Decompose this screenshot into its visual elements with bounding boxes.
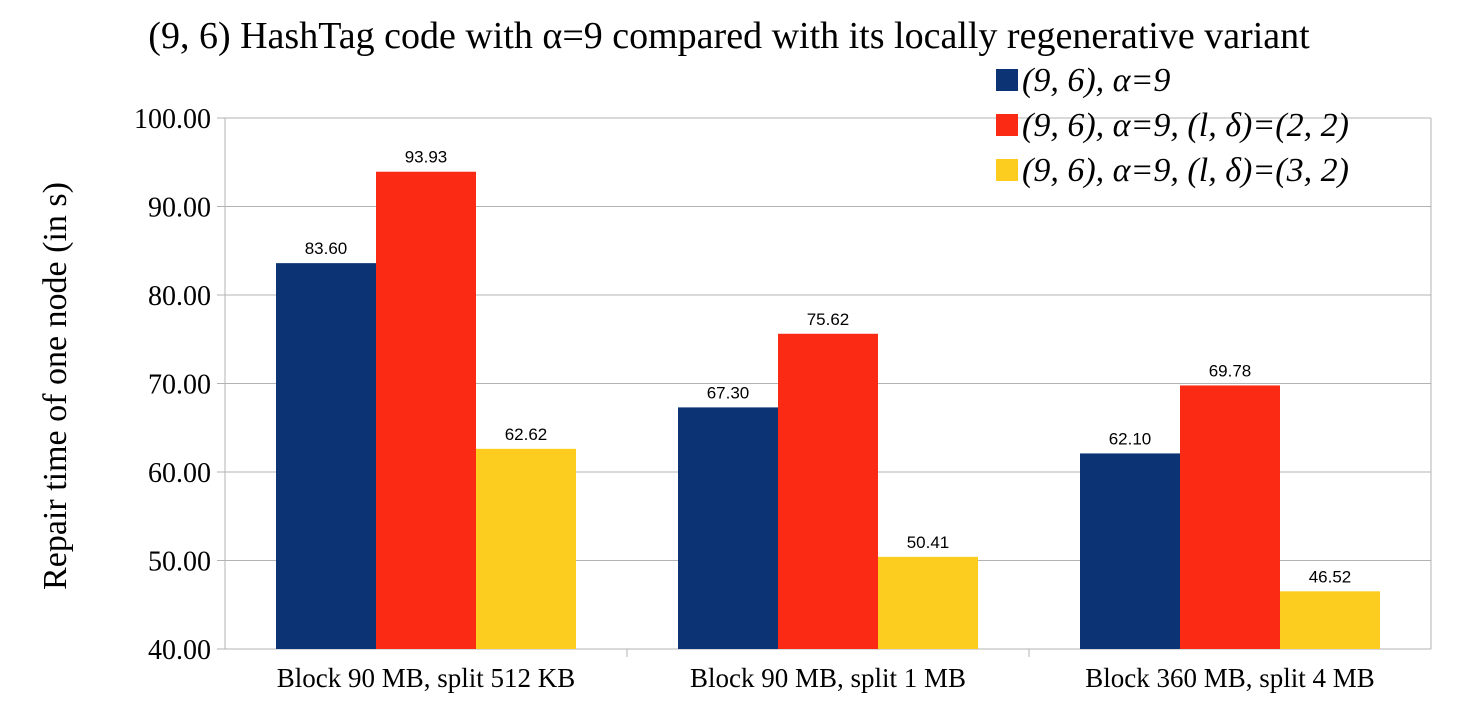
x-category-label: Block 360 MB, split 4 MB xyxy=(1085,663,1375,693)
data-label: 62.10 xyxy=(1109,429,1152,448)
data-labels: 83.60 93.93 62.62 67.30 75.62 50.41 62.10 69.78… xyxy=(305,148,1352,587)
y-tick-label: 90.00 xyxy=(148,193,211,224)
legend: (9, 6), α=9 (9, 6), α=9, (l, δ)=(2, 2) (9,… xyxy=(996,62,1349,189)
data-label: 93.93 xyxy=(405,148,448,167)
bar-3-1 xyxy=(476,448,576,649)
x-category-label: Block 90 MB, split 1 MB xyxy=(690,663,966,693)
bar-1-2 xyxy=(678,407,778,649)
y-tick-labels: 40.00 50.00 60.00 70.00 80.00 90.00 100.00 xyxy=(134,104,211,666)
bar-3-2 xyxy=(878,556,978,649)
y-tick-label: 100.00 xyxy=(134,104,211,135)
bar-1-3 xyxy=(1080,453,1180,649)
legend-label: (9, 6), α=9 xyxy=(1022,62,1170,99)
y-tick-label: 40.00 xyxy=(148,635,211,666)
bar-2-3 xyxy=(1180,385,1280,649)
legend-swatch xyxy=(996,69,1018,91)
y-tick-label: 50.00 xyxy=(148,547,211,578)
data-label: 46.52 xyxy=(1309,567,1352,586)
data-label: 75.62 xyxy=(807,310,850,329)
y-axis-label: Repair time of one node (in s) xyxy=(37,182,74,590)
bar-2-1 xyxy=(376,171,476,650)
chart-title: (9, 6) HashTag code with α=9 compared wi… xyxy=(148,15,1310,57)
x-category-label: Block 90 MB, split 512 KB xyxy=(277,663,576,693)
bar-3-3 xyxy=(1280,591,1380,649)
data-label: 83.60 xyxy=(305,239,348,258)
y-tick-label: 80.00 xyxy=(148,281,211,312)
bars xyxy=(276,171,1380,650)
data-label: 69.78 xyxy=(1209,361,1252,380)
legend-label: (9, 6), α=9, (l, δ)=(3, 2) xyxy=(1022,152,1349,189)
legend-swatch xyxy=(996,114,1018,136)
x-category-labels: Block 90 MB, split 512 KB Block 90 MB, sp… xyxy=(277,663,1375,693)
legend-swatch xyxy=(996,159,1018,181)
bar-2-2 xyxy=(778,333,878,649)
data-label: 50.41 xyxy=(907,533,950,552)
legend-label: (9, 6), α=9, (l, δ)=(2, 2) xyxy=(1022,107,1349,144)
bar-1-1 xyxy=(276,263,376,649)
y-tick-label: 70.00 xyxy=(148,370,211,401)
data-label: 67.30 xyxy=(707,383,750,402)
y-tick-label: 60.00 xyxy=(148,458,211,489)
data-label: 62.62 xyxy=(505,425,548,444)
